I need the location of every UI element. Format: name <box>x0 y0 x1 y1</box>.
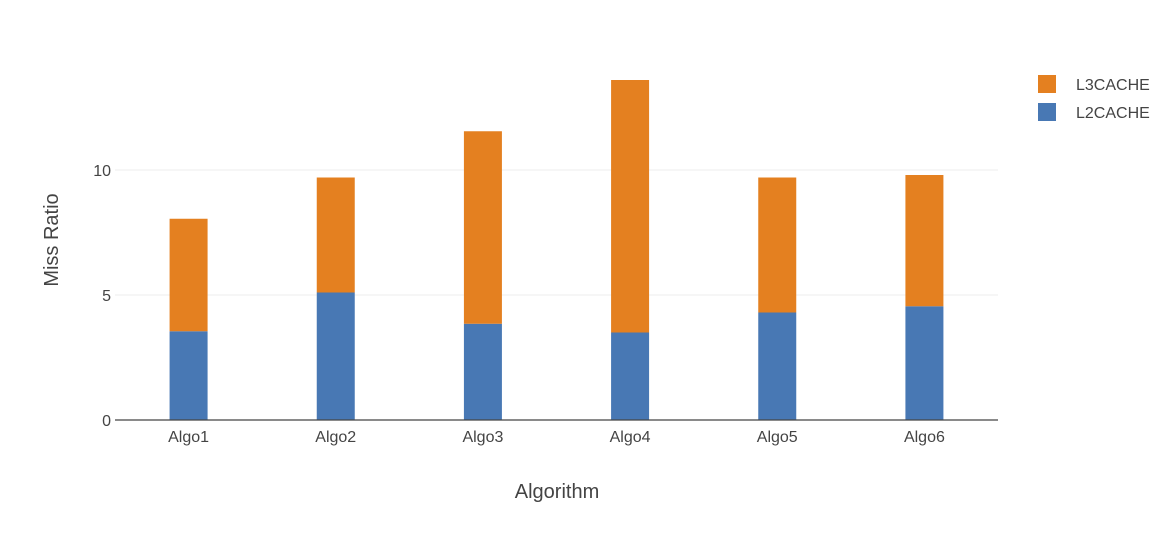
legend-label-l2cache[interactable]: L2CACHE <box>1076 105 1150 122</box>
bar-l3cache-algo4[interactable] <box>611 80 650 333</box>
y-tick-label: 0 <box>102 413 111 430</box>
bar-l2cache-algo3[interactable] <box>463 323 502 420</box>
x-tick-label: Algo4 <box>610 429 651 446</box>
bar-l3cache-algo3[interactable] <box>463 131 502 324</box>
bar-l2cache-algo5[interactable] <box>758 312 797 421</box>
gridlines <box>115 169 998 296</box>
x-tick-label: Algo6 <box>904 429 945 446</box>
legend-swatch-l2cache[interactable] <box>1038 103 1056 121</box>
bar-l3cache-algo1[interactable] <box>169 218 208 332</box>
x-tick-label: Algo1 <box>168 429 209 446</box>
bar-l2cache-algo1[interactable] <box>169 331 208 420</box>
bar-l2cache-algo4[interactable] <box>611 332 650 421</box>
y-tick-label: 10 <box>93 163 111 180</box>
legend[interactable]: L3CACHE L2CACHE <box>1038 75 1150 122</box>
x-tick-labels: Algo1 Algo2 Algo3 Algo4 Algo5 Algo6 <box>168 429 945 446</box>
x-tick-label: Algo3 <box>462 429 503 446</box>
legend-swatch-l3cache[interactable] <box>1038 75 1056 93</box>
bar-l3cache-algo5[interactable] <box>758 177 797 313</box>
bar-l3cache-algo2[interactable] <box>316 177 355 293</box>
x-tick-label: Algo5 <box>757 429 798 446</box>
bar-l2cache-algo2[interactable] <box>316 292 355 421</box>
y-tick-label: 5 <box>102 288 111 305</box>
y-tick-labels: 0 5 10 <box>93 163 111 430</box>
bars <box>169 80 944 421</box>
x-axis-title: Algorithm <box>515 481 599 503</box>
y-axis-title: Miss Ratio <box>41 193 63 286</box>
bar-l3cache-algo6[interactable] <box>905 175 944 307</box>
x-tick-label: Algo2 <box>315 429 356 446</box>
bar-l2cache-algo6[interactable] <box>905 306 944 420</box>
legend-label-l3cache[interactable]: L3CACHE <box>1076 77 1150 94</box>
